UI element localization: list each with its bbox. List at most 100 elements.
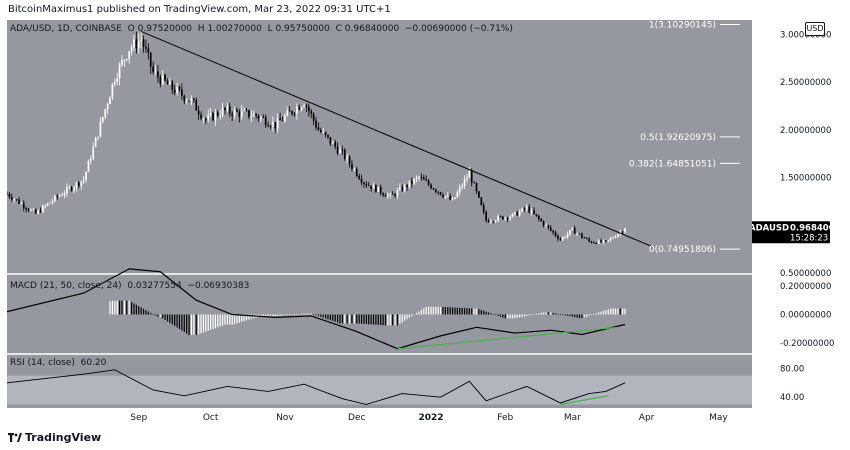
macd-histogram-bar <box>399 314 401 324</box>
candle-body <box>149 52 152 67</box>
candle-body <box>204 118 207 121</box>
price-tick-label: 0.50000000 <box>780 269 831 279</box>
candle-body <box>533 210 535 214</box>
macd-histogram-bar <box>135 304 137 315</box>
time-tick-label: Mar <box>564 413 581 423</box>
candle-body <box>456 192 459 198</box>
macd-histogram-bar <box>593 314 595 315</box>
macd-histogram-bar <box>195 314 197 336</box>
candle-body <box>133 39 135 48</box>
macd-histogram-bar <box>569 314 571 317</box>
macd-histogram-bar <box>274 314 276 317</box>
candle-body <box>387 194 389 197</box>
macd-histogram-bar <box>157 314 159 317</box>
candle-body <box>260 117 262 119</box>
macd-histogram-bar <box>111 300 114 315</box>
macd-histogram-bar <box>250 314 252 320</box>
candle-body <box>542 221 545 226</box>
candle-body <box>379 186 382 194</box>
macd-histogram-bar <box>588 314 590 316</box>
candle-body <box>530 210 533 213</box>
candle-body <box>621 231 624 233</box>
macd-histogram-bar <box>123 300 125 315</box>
price-tag-value: 0.96840000 <box>790 223 838 233</box>
candle-body <box>396 190 399 196</box>
currency-badge[interactable]: USD <box>805 22 825 36</box>
candle-body <box>559 239 562 240</box>
macd-histogram-bar <box>281 314 284 316</box>
macd-histogram-bar <box>492 314 494 315</box>
candle-body <box>593 242 595 244</box>
macd-histogram-bar <box>293 314 296 315</box>
macd-histogram-bar <box>181 314 183 331</box>
candle-body <box>116 78 119 83</box>
macd-histogram-bar <box>348 314 351 324</box>
candle-body <box>195 100 198 111</box>
macd-histogram-bar <box>614 308 617 315</box>
macd-histogram-bar <box>358 314 360 324</box>
candle-body <box>264 117 267 126</box>
candle-body <box>614 237 617 238</box>
candle-body <box>523 208 526 210</box>
macd-histogram-bar <box>126 300 128 315</box>
candle-body <box>367 185 370 187</box>
macd-histogram-bar <box>420 309 423 315</box>
macd-histogram-bar <box>495 314 497 316</box>
rsi-divergence-line <box>560 395 609 405</box>
candle-body <box>288 110 291 112</box>
footer-brand[interactable]: TradingView <box>8 431 101 444</box>
candle-body <box>27 209 30 211</box>
macd-histogram-bar <box>404 314 406 321</box>
candle-body <box>42 205 44 213</box>
macd-histogram-bar <box>298 313 300 315</box>
time-axis[interactable]: Sep Oct Nov Dec 2022 Feb Mar Apr May <box>7 408 752 426</box>
candle-body <box>142 39 145 47</box>
candle-body <box>46 203 49 206</box>
price-tag-box <box>752 221 830 244</box>
tradingview-logo-icon <box>8 433 22 442</box>
candle-body <box>478 191 480 198</box>
candle-body <box>68 187 71 188</box>
price-axis[interactable]: 3.000000002.500000002.000000001.50000000… <box>752 20 838 408</box>
candle-body <box>470 171 473 183</box>
macd-histogram-bar <box>233 314 236 325</box>
candle-body <box>473 182 475 184</box>
macd-histogram-bar <box>190 314 193 336</box>
candle-body <box>171 81 174 90</box>
candle-body <box>430 184 432 189</box>
candle-body <box>355 168 358 176</box>
rsi-legend-title: RSI (14, close) <box>10 358 75 368</box>
candle-body <box>547 225 550 228</box>
macd-histogram-bar <box>552 312 554 315</box>
chart-svg[interactable]: 1(3.10290145) 0.5(1.92620975) 0.382(1.6485… <box>7 20 752 408</box>
macd-divergence-line <box>397 326 618 350</box>
candle-body <box>97 136 99 138</box>
macd-histogram-bar <box>487 312 490 315</box>
macd-histogram-bar <box>370 314 372 325</box>
candle-body <box>576 233 578 235</box>
candle-body <box>564 237 566 238</box>
macd-histogram-bar <box>150 312 152 315</box>
time-tick-label: Apr <box>639 413 655 423</box>
macd-histogram-bar <box>334 314 336 322</box>
macd-histogram-bar <box>624 308 626 315</box>
candle-body <box>353 168 356 170</box>
candle-body <box>312 113 315 121</box>
candle-body <box>612 237 614 239</box>
candle-body <box>240 110 243 117</box>
candle-body <box>439 192 442 195</box>
candle-body <box>585 238 588 240</box>
candle-body <box>291 111 293 114</box>
chart-area[interactable]: 1(3.10290145) 0.5(1.92620975) 0.382(1.6485… <box>7 20 752 408</box>
candle-body <box>137 41 140 49</box>
candle-body <box>274 122 277 129</box>
candle-body <box>10 197 13 200</box>
candle-body <box>276 118 279 129</box>
candle-body <box>502 216 504 220</box>
candle-body <box>554 232 557 236</box>
macd-histogram-bar <box>461 307 463 315</box>
macd-histogram-bar <box>377 314 379 325</box>
macd-histogram-bar <box>423 308 425 315</box>
macd-histogram-bar <box>188 314 190 336</box>
candle-body <box>164 74 166 81</box>
